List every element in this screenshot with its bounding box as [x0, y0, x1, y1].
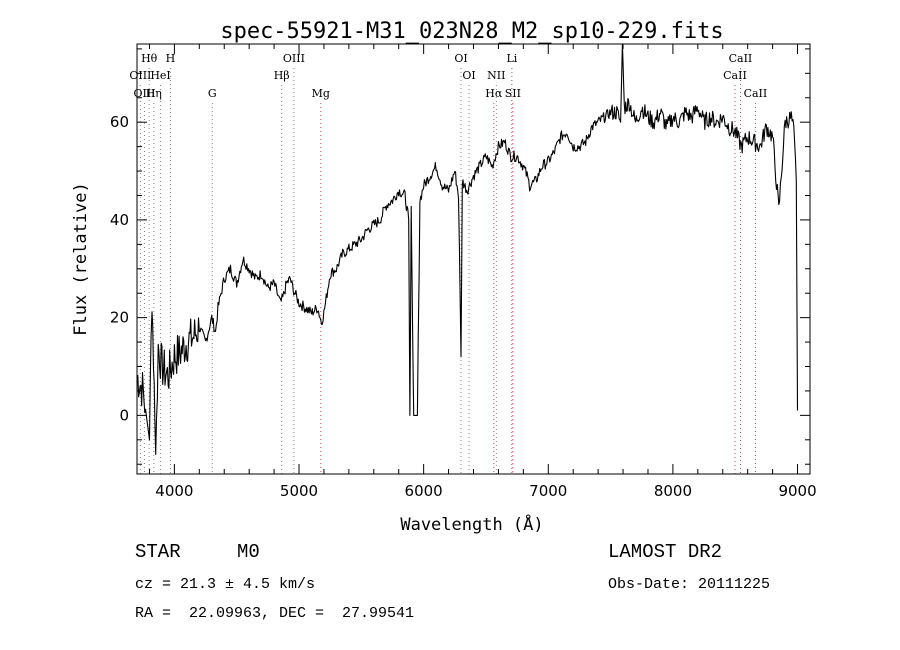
y-tick-label: 0 — [119, 406, 129, 424]
chart-title: spec-55921-M31_023N28_M2_sp10-229.fits — [220, 19, 723, 44]
spectral-line-label: NII — [487, 69, 505, 82]
spectral-line-label: CaII — [729, 52, 753, 65]
axis-ticks: 4000 5000 6000 7000 8000 9000 0 20 40 60 — [110, 44, 817, 500]
x-axis-label: Wavelength (Å) — [400, 513, 543, 535]
spectral-line-label: OIII — [129, 69, 151, 82]
spectral-line-label: SII — [505, 87, 521, 100]
spectral-line-label: OI — [462, 69, 475, 82]
spectral-line-label: Hη — [146, 87, 162, 100]
object-subclass: M0 — [237, 541, 260, 563]
spectral-line-label: Mg — [312, 87, 330, 100]
y-tick-label: 40 — [110, 211, 129, 229]
spectral-line-label: HeI — [150, 69, 170, 82]
spectrum-line — [136, 43, 799, 456]
object-class: STAR — [135, 541, 181, 563]
spectral-line-label: OIII — [283, 52, 305, 65]
spectral-line-label: Hα — [485, 87, 503, 100]
spectral-line-label: Hθ — [141, 52, 158, 65]
spectral-line-label: Hβ — [274, 69, 290, 82]
x-tick-label: 9000 — [778, 482, 816, 500]
spectral-line-label: G — [208, 87, 217, 100]
spectral-line-label: CaII — [744, 87, 768, 100]
spectral-line-label: OI — [454, 52, 467, 65]
x-tick-label: 7000 — [529, 482, 567, 500]
spectral-line-label: CaII — [723, 69, 747, 82]
x-tick-label: 5000 — [280, 482, 318, 500]
sky-coordinates: RA = 22.09963, DEC = 27.99541 — [135, 605, 415, 622]
y-axis-label: Flux (relative) — [71, 182, 91, 336]
survey-name: LAMOST DR2 — [608, 541, 723, 563]
y-tick-label: 20 — [110, 309, 129, 327]
x-tick-label: 8000 — [654, 482, 692, 500]
redshift-velocity: cz = 21.3 ± 4.5 km/s — [135, 576, 316, 593]
spectral-line-label: OIII — [133, 87, 155, 100]
x-tick-label: 4000 — [155, 482, 193, 500]
spectral-line-label: H — [166, 52, 176, 65]
y-tick-label: 60 — [110, 113, 129, 131]
observation-date: Obs-Date: 20111225 — [608, 576, 771, 593]
spectral-line-label: Li — [506, 52, 517, 65]
x-tick-label: 6000 — [405, 482, 443, 500]
plot-frame — [136, 43, 811, 475]
